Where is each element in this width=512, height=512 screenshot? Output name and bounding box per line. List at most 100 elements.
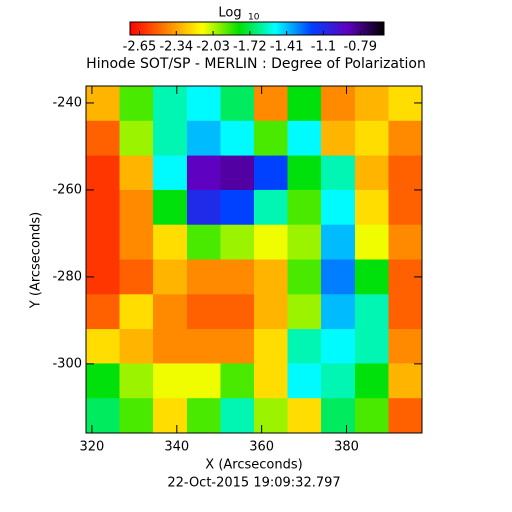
heatmap-cell	[354, 329, 389, 364]
heatmap-cell	[86, 329, 121, 364]
heatmap-cell	[186, 189, 221, 226]
heatmap-cell	[254, 224, 289, 260]
heatmap-cell	[254, 155, 289, 191]
heatmap-cell	[186, 86, 221, 122]
heatmap-cell	[220, 294, 255, 330]
heatmap-cell	[354, 155, 389, 191]
heatmap-cell	[119, 259, 154, 295]
heatmap-cell	[86, 120, 121, 157]
heatmap-cell	[86, 363, 121, 399]
heatmap-cell	[321, 329, 356, 364]
heatmap-cell	[287, 329, 322, 364]
colorbar	[129, 21, 385, 36]
heatmap-cell	[388, 398, 423, 434]
x-axis-label: X (Arcseconds)	[205, 458, 302, 473]
heatmap-cell	[354, 259, 389, 295]
heatmap-cell	[220, 86, 255, 122]
heatmap-cell	[186, 155, 221, 191]
heatmap-cell	[153, 294, 188, 330]
heatmap-cell	[153, 259, 188, 295]
heatmap-cell	[153, 189, 188, 226]
heatmap-cell	[186, 363, 221, 399]
heatmap-cell	[321, 294, 356, 330]
heatmap-cell	[220, 259, 255, 295]
heatmap-cell	[119, 189, 154, 226]
y-tick-label: -240	[52, 95, 82, 110]
heatmap-cell	[220, 120, 255, 157]
heatmap-cell	[254, 86, 289, 122]
heatmap-cell	[388, 329, 423, 364]
heatmap-cell	[186, 259, 221, 295]
heatmap-cell	[119, 363, 154, 399]
heatmap-cell	[119, 329, 154, 364]
heatmap-cell	[287, 294, 322, 330]
heatmap-cell	[354, 86, 389, 122]
heatmap-cell	[153, 329, 188, 364]
heatmap-cell	[287, 224, 322, 260]
colorbar-tick-label: -2.34	[159, 40, 193, 55]
heatmap-cell	[220, 224, 255, 260]
heatmap-cell	[119, 224, 154, 260]
heatmap-cell	[220, 363, 255, 399]
heatmap-cell	[388, 363, 423, 399]
heatmap-cell	[321, 86, 356, 122]
heatmap-cell	[254, 398, 289, 434]
heatmap-cell	[153, 398, 188, 434]
heatmap-cell	[254, 120, 289, 157]
heatmap-cell	[354, 189, 389, 226]
heatmap-cell	[388, 120, 423, 157]
x-tick-label: 320	[80, 440, 105, 455]
heatmap-cell	[287, 363, 322, 399]
heatmap-cell	[254, 259, 289, 295]
colorbar-label-sub: 10	[248, 13, 260, 23]
heatmap-cell	[388, 155, 423, 191]
heatmap-cell	[388, 86, 423, 122]
chart-title: Hinode SOT/SP - MERLIN : Degree of Polar…	[86, 56, 426, 72]
heatmap-cell	[119, 294, 154, 330]
heatmap-cell	[354, 294, 389, 330]
heatmap-cell	[153, 86, 188, 122]
colorbar-label: Log	[218, 6, 241, 21]
heatmap-cell	[119, 86, 154, 122]
heatmap-cell	[86, 294, 121, 330]
colorbar-tick-label: -2.65	[123, 40, 157, 55]
heatmap-cell	[388, 189, 423, 226]
x-tick-label: 340	[164, 440, 189, 455]
heatmap-cell	[287, 120, 322, 157]
heatmap-cell	[186, 224, 221, 260]
heatmap-cell	[354, 398, 389, 434]
y-tick-label: -300	[52, 356, 82, 371]
heatmap-cell	[254, 363, 289, 399]
heatmap-cell	[119, 120, 154, 157]
colorbar-tick-label: -2.03	[196, 40, 230, 55]
y-tick-label: -280	[52, 269, 82, 284]
heatmap-cell	[153, 155, 188, 191]
heatmap-cell	[354, 224, 389, 260]
heatmap-cell	[254, 189, 289, 226]
heatmap-cell	[287, 86, 322, 122]
heatmap-cell	[153, 224, 188, 260]
heatmap-cell	[354, 363, 389, 399]
heatmap-cell	[287, 155, 322, 191]
heatmap-cell	[153, 363, 188, 399]
heatmap-cell	[86, 224, 121, 260]
heatmap-cell	[287, 398, 322, 434]
heatmap-cell	[321, 120, 356, 157]
y-axis-label: Y (Arcseconds)	[29, 212, 44, 309]
footer: 22-Oct-2015 19:09:32.797	[167, 476, 340, 491]
x-tick-label: 380	[334, 440, 359, 455]
heatmap-cell	[220, 155, 255, 191]
heatmap-cell	[86, 155, 121, 191]
colorbar-tick-label: -1.1	[311, 40, 336, 55]
heatmap-cell	[388, 294, 423, 330]
heatmap-cell	[254, 294, 289, 330]
colorbar-tick-label: -1.41	[270, 40, 304, 55]
heatmap-cell	[186, 294, 221, 330]
heatmap-cell	[186, 120, 221, 157]
heatmap-cell	[388, 224, 423, 260]
heatmap-cell	[119, 398, 154, 434]
heatmap-cell	[354, 120, 389, 157]
plot-frame	[85, 85, 423, 434]
heatmap-cell	[321, 224, 356, 260]
